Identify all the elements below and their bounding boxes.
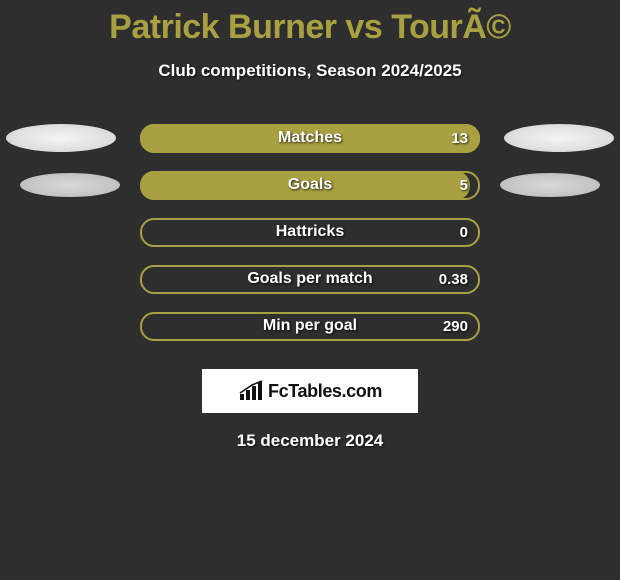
- stat-label: Goals per match: [140, 265, 480, 294]
- page-subtitle: Club competitions, Season 2024/2025: [0, 61, 620, 81]
- stat-row: Min per goal290: [0, 311, 620, 341]
- stat-label: Goals: [140, 171, 480, 200]
- stat-label: Hattricks: [140, 218, 480, 247]
- ellipse-right: [504, 124, 614, 152]
- stat-label: Matches: [140, 124, 480, 153]
- stat-bar: Min per goal290: [140, 312, 480, 341]
- stat-value: 13: [451, 124, 468, 153]
- stat-bar: Matches13: [140, 124, 480, 153]
- stat-value: 5: [460, 171, 468, 200]
- stat-label: Min per goal: [140, 312, 480, 341]
- fctables-logo: FcTables.com: [202, 369, 418, 413]
- stat-row: Matches13: [0, 123, 620, 153]
- stat-row: Hattricks0: [0, 217, 620, 247]
- stat-value: 0.38: [439, 265, 468, 294]
- stat-value: 0: [460, 218, 468, 247]
- snapshot-date: 15 december 2024: [0, 431, 620, 451]
- stat-bar: Goals5: [140, 171, 480, 200]
- ellipse-left: [20, 173, 120, 197]
- stat-value: 290: [443, 312, 468, 341]
- page-root: Patrick Burner vs TourÃ© Club competitio…: [0, 0, 620, 580]
- stat-bar: Goals per match0.38: [140, 265, 480, 294]
- stat-bar: Hattricks0: [140, 218, 480, 247]
- stat-row: Goals per match0.38: [0, 264, 620, 294]
- stats-container: Matches13 Goals5 Hattricks0 Goals per match…: [0, 123, 620, 341]
- ellipse-right: [500, 173, 600, 197]
- logo-text: FcTables.com: [268, 381, 382, 402]
- bar-chart-icon: [238, 380, 264, 402]
- stat-row: Goals5: [0, 170, 620, 200]
- page-title: Patrick Burner vs TourÃ©: [0, 0, 620, 47]
- ellipse-left: [6, 124, 116, 152]
